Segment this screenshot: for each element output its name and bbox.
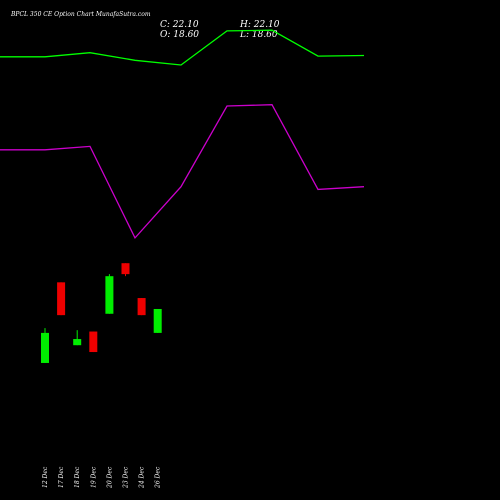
x-tick-label: 12 Dec <box>42 466 49 488</box>
candle-body <box>89 331 98 353</box>
indicator-line-2 <box>0 104 365 240</box>
candle-body <box>105 276 114 314</box>
x-axis-labels: 12 Dec 17 Dec 18 Dec 19 Dec 20 Dec 23 Dec 24 D… <box>42 466 162 489</box>
candle-body <box>137 298 146 316</box>
candle-body <box>41 332 49 363</box>
x-tick-label: 20 Dec <box>106 466 113 489</box>
chart-title: BPCL 350 CE Option Chart MunafaSutra.com <box>10 11 151 18</box>
open-value: O: 18.60 <box>160 30 199 40</box>
x-tick-label: 24 Dec <box>139 466 146 489</box>
candles-layer <box>41 263 162 363</box>
candle-body <box>121 263 130 275</box>
x-tick-label: 17 Dec <box>58 466 65 488</box>
indicator-line-1 <box>0 29 365 66</box>
high-value: H: 22.10 <box>239 20 280 30</box>
x-tick-label: 26 Dec <box>155 466 162 489</box>
close-value: C: 22.10 <box>160 20 199 30</box>
low-value: L: 18.60 <box>239 30 278 40</box>
candle-body <box>153 308 162 333</box>
candle-body <box>73 339 82 346</box>
candle-body <box>57 282 66 316</box>
lines-layer <box>0 29 365 240</box>
x-tick-label: 19 Dec <box>90 466 97 488</box>
x-tick-label: 23 Dec <box>123 466 130 489</box>
x-tick-label: 18 Dec <box>74 466 81 488</box>
